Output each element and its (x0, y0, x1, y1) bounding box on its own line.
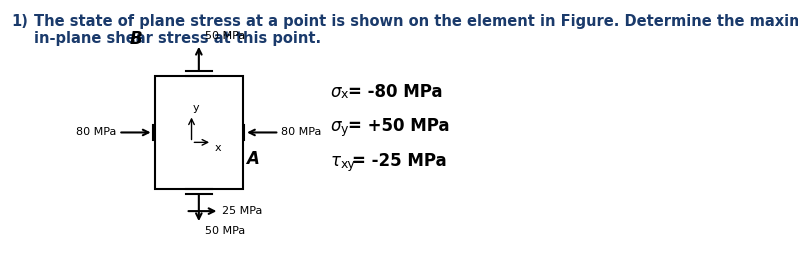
Text: = -80 MPa: = -80 MPa (348, 83, 443, 100)
Text: The state of plane stress at a point is shown on the element in Figure. Determin: The state of plane stress at a point is … (34, 14, 798, 29)
Text: y: y (193, 103, 200, 113)
Text: B: B (129, 30, 142, 48)
Text: x: x (341, 88, 348, 102)
Text: 1): 1) (12, 14, 29, 29)
Text: = +50 MPa: = +50 MPa (348, 117, 449, 135)
Text: x: x (214, 143, 221, 153)
Text: 25 MPa: 25 MPa (222, 206, 263, 216)
Text: $\tau$: $\tau$ (330, 152, 342, 170)
Text: 80 MPa: 80 MPa (282, 127, 322, 138)
Text: xy: xy (341, 158, 355, 171)
Text: = -25 MPa: = -25 MPa (353, 152, 447, 170)
Text: y: y (341, 123, 348, 136)
Text: $\sigma$: $\sigma$ (330, 117, 343, 135)
Text: 50 MPa: 50 MPa (205, 31, 245, 41)
Text: 80 MPa: 80 MPa (76, 127, 117, 138)
Bar (155, 76, 243, 189)
Text: in-plane shear stress at this point.: in-plane shear stress at this point. (34, 31, 321, 46)
Text: $\sigma$: $\sigma$ (330, 83, 343, 100)
Text: 50 MPa: 50 MPa (205, 226, 245, 236)
Text: A: A (247, 150, 259, 168)
